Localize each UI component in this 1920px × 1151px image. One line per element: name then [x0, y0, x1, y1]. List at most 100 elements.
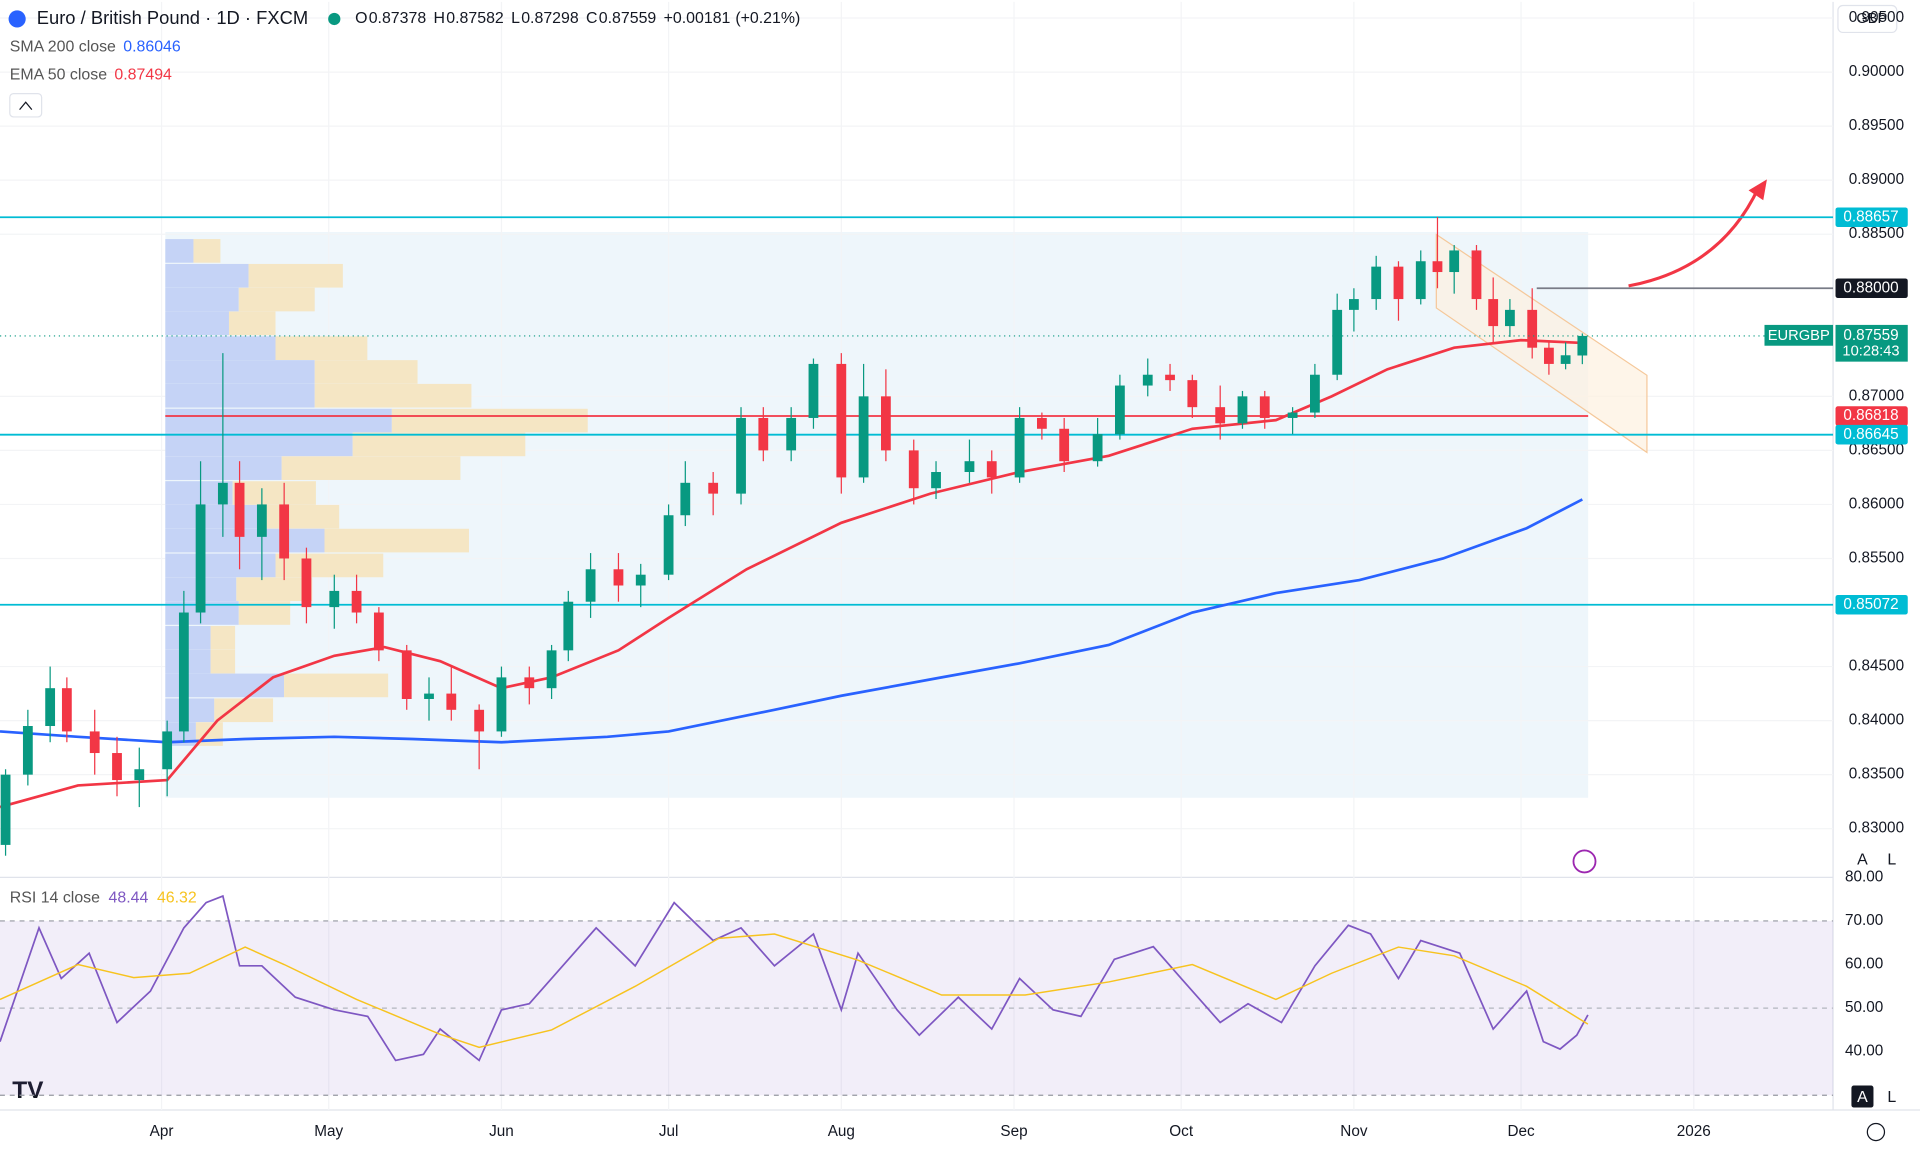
candle-body: [195, 504, 206, 613]
candle-body: [301, 558, 312, 608]
price-tag-value: 0.87559: [1843, 327, 1898, 344]
level-label-box: [1835, 207, 1908, 228]
profile-up: [165, 311, 229, 336]
symbol-title: Euro / British Pound · 1D · FXCM: [37, 7, 308, 28]
y-tick-label: 0.85500: [1849, 550, 1904, 567]
collapse-icon: [19, 101, 33, 110]
price-tag: [1835, 324, 1908, 362]
profile-down: [228, 311, 276, 336]
rsi-value: 46.32: [157, 889, 197, 906]
profile-down: [314, 383, 472, 408]
x-tick-label: Apr: [150, 1123, 174, 1140]
y-tick-label: 0.86000: [1849, 495, 1904, 512]
profile-up: [165, 408, 392, 433]
profile-down: [314, 360, 418, 384]
candle-body: [256, 504, 267, 537]
profile-up: [165, 360, 315, 384]
x-tick-label: 2026: [1677, 1123, 1711, 1140]
flash-icon[interactable]: [1572, 849, 1597, 874]
candle-body: [61, 688, 72, 732]
log-button-rsi[interactable]: L: [1887, 1089, 1896, 1106]
candle-body: [858, 396, 869, 478]
x-tick-label: Jun: [489, 1123, 514, 1140]
header-value: 0.87582: [446, 10, 504, 27]
candle-body: [931, 472, 941, 489]
y-tick-label: 0.88500: [1849, 225, 1904, 242]
candle-body: [1349, 299, 1359, 310]
candle-body: [329, 590, 340, 608]
profile-down: [263, 504, 340, 529]
candle-body: [1215, 407, 1226, 424]
candle-body: [1092, 434, 1103, 462]
header-value: +0.00181: [664, 10, 731, 27]
collapse-button[interactable]: [9, 93, 43, 118]
candle-body: [89, 731, 100, 754]
profile-down: [232, 481, 316, 505]
candle-body: [234, 482, 245, 537]
candle-body: [563, 601, 574, 651]
symbol-tag: [1764, 324, 1834, 346]
profile-down: [324, 528, 469, 553]
profile-up: [165, 553, 276, 578]
header-value: O: [355, 10, 367, 27]
level-label-box: [1835, 424, 1908, 445]
header-value: (+0.21%): [735, 10, 800, 27]
log-button[interactable]: L: [1887, 851, 1896, 868]
profile-up: [165, 239, 194, 263]
profile-down: [214, 698, 274, 723]
profile-up: [165, 504, 264, 529]
profile-up: [165, 432, 353, 457]
x-tick-label: May: [314, 1123, 343, 1140]
arrow-head: [1748, 179, 1767, 201]
profile-down: [210, 626, 236, 650]
candle-body: [708, 482, 719, 494]
candle-body: [1287, 412, 1298, 418]
candle-body: [45, 688, 56, 727]
y-tick-label: 0.89000: [1849, 171, 1904, 188]
candle-body: [1259, 396, 1270, 418]
level-label: 0.86818: [1843, 407, 1898, 424]
candle-body: [986, 461, 997, 478]
level-label-box: [1835, 594, 1908, 615]
profile-up: [165, 528, 325, 553]
candle-body: [1187, 380, 1198, 408]
header-value: H: [434, 10, 446, 27]
level-label: 0.85072: [1843, 596, 1898, 613]
auto-button-rsi[interactable]: [1851, 1085, 1874, 1108]
candle-body: [635, 574, 646, 586]
candle-body: [1142, 374, 1153, 386]
level-label: 0.88000: [1843, 279, 1898, 296]
candle-body: [585, 569, 596, 602]
candle-body: [1471, 250, 1482, 300]
candle-body: [178, 612, 189, 732]
profile-up: [165, 287, 239, 312]
candle-body: [613, 569, 624, 586]
y-tick-label: 0.89500: [1849, 117, 1904, 134]
auto-button[interactable]: A: [1857, 851, 1868, 868]
candle-body: [1560, 355, 1571, 364]
rsi-value: 48.44: [109, 889, 149, 906]
rsi-tick-label: 60.00: [1845, 956, 1883, 973]
arrow: [1628, 187, 1760, 288]
profile-down: [238, 287, 315, 312]
candle-body: [1527, 309, 1538, 348]
currency-box[interactable]: [1837, 4, 1898, 34]
market-status: [328, 12, 341, 26]
candle-body: [546, 650, 557, 689]
settings-icon[interactable]: [1866, 1122, 1886, 1142]
y-tick-label: 0.90500: [1849, 9, 1904, 26]
candle-body: [1449, 250, 1460, 273]
candle-body: [786, 417, 797, 451]
candle-body: [217, 482, 228, 505]
profile-down: [275, 336, 368, 360]
profile-down: [391, 408, 588, 433]
header-value: 0.87559: [599, 10, 657, 27]
countdown: 10:28:43: [1842, 344, 1899, 360]
candle-body: [1393, 266, 1404, 300]
candle-body: [22, 726, 33, 775]
indicator-line: [0, 498, 1583, 744]
indicator-line: [0, 338, 1583, 809]
candle-body: [401, 650, 412, 699]
rsi-tick-label: 70.00: [1845, 912, 1883, 929]
profile-down: [238, 601, 291, 625]
